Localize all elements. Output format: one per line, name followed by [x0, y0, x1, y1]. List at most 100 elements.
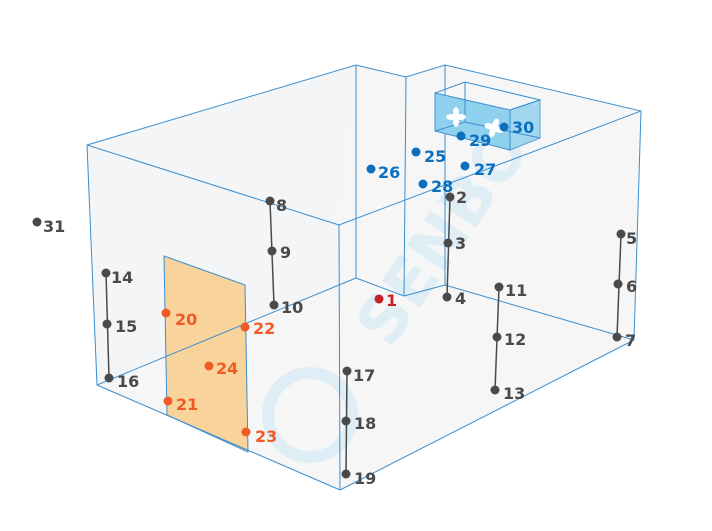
point-label: 23 — [255, 427, 277, 446]
point-marker — [443, 238, 453, 248]
point-marker — [418, 179, 428, 189]
sensor-point-26: 26 — [366, 163, 400, 182]
point-marker — [366, 164, 376, 174]
point-label: 4 — [455, 289, 466, 308]
watermark-emblem — [262, 367, 358, 463]
point-label: 5 — [626, 229, 637, 248]
point-label: 15 — [115, 317, 137, 336]
sensor-point-22: 22 — [240, 319, 275, 338]
point-marker — [613, 279, 623, 289]
point-label: 20 — [175, 310, 197, 329]
point-label: 1 — [386, 291, 397, 310]
door — [163, 255, 249, 453]
sensor-point-7: 7 — [612, 331, 636, 350]
sensor-points: 1 2 3 4 5 6 7 8 9 10 11 12 13 14 15 16 1… — [32, 118, 637, 488]
point-marker — [163, 396, 173, 406]
ac-unit — [434, 81, 542, 151]
sensor-point-9: 9 — [267, 243, 291, 262]
back-wall — [87, 65, 356, 385]
sensor-point-23: 23 — [241, 427, 277, 446]
sensor-point-1: 1 — [374, 291, 397, 310]
point-label: 31 — [43, 217, 65, 236]
right-wall — [339, 65, 641, 490]
sensor-point-3: 3 — [443, 234, 466, 253]
point-marker — [456, 131, 466, 141]
sensor-point-8: 8 — [265, 196, 287, 215]
sensor-point-25: 25 — [411, 147, 446, 166]
point-marker — [499, 122, 509, 132]
point-label: 27 — [474, 160, 496, 179]
point-label: 28 — [431, 177, 453, 196]
point-marker — [341, 416, 351, 426]
sensor-point-28: 28 — [418, 177, 453, 196]
sensor-point-14: 14 — [101, 268, 133, 287]
point-marker — [265, 196, 275, 206]
sensor-point-12: 12 — [492, 330, 526, 349]
point-label: 25 — [424, 147, 446, 166]
point-marker — [445, 192, 455, 202]
room-edges — [86, 64, 642, 491]
point-label: 21 — [176, 395, 198, 414]
sensor-point-10: 10 — [269, 298, 303, 317]
point-label: 7 — [625, 331, 636, 350]
point-marker — [104, 373, 114, 383]
point-marker — [341, 469, 351, 479]
point-marker — [616, 229, 626, 239]
sensor-point-13: 13 — [490, 384, 525, 403]
point-marker — [612, 332, 622, 342]
point-label: 14 — [111, 268, 133, 287]
point-label: 22 — [253, 319, 275, 338]
point-marker — [241, 427, 251, 437]
point-label: 30 — [512, 118, 534, 137]
point-marker — [492, 332, 502, 342]
point-marker — [490, 385, 500, 395]
point-marker — [411, 147, 421, 157]
point-marker — [374, 294, 384, 304]
point-label: 29 — [469, 131, 491, 150]
sensor-point-5: 5 — [616, 229, 637, 248]
point-label: 9 — [280, 243, 291, 262]
point-marker — [102, 319, 112, 329]
sensor-point-31: 31 — [32, 217, 65, 236]
point-label: 3 — [455, 234, 466, 253]
point-marker — [460, 161, 470, 171]
sensor-point-4: 4 — [442, 289, 466, 308]
sensor-point-19: 19 — [341, 469, 376, 488]
sensor-point-24: 24 — [204, 359, 238, 378]
point-marker — [161, 308, 171, 318]
point-marker — [267, 246, 277, 256]
point-marker — [269, 300, 279, 310]
point-marker — [342, 366, 352, 376]
sensor-point-16: 16 — [104, 372, 139, 391]
point-label: 2 — [456, 188, 467, 207]
point-marker — [442, 292, 452, 302]
sensor-point-20: 20 — [161, 308, 197, 329]
sensor-point-27: 27 — [460, 160, 496, 179]
point-label: 19 — [354, 469, 376, 488]
point-label: 18 — [354, 414, 376, 433]
sensor-point-2: 2 — [445, 188, 467, 207]
sensor-point-30: 30 — [499, 118, 534, 137]
point-label: 24 — [216, 359, 238, 378]
sensor-point-17: 17 — [342, 366, 375, 385]
sensor-point-18: 18 — [341, 414, 376, 433]
point-marker — [204, 361, 214, 371]
sensor-point-21: 21 — [163, 395, 198, 414]
point-label: 11 — [505, 281, 527, 300]
sensor-point-11: 11 — [494, 281, 527, 300]
sensor-point-6: 6 — [613, 277, 637, 296]
fan-icon — [446, 107, 466, 127]
point-label: 12 — [504, 330, 526, 349]
point-marker — [101, 268, 111, 278]
point-label: 8 — [276, 196, 287, 215]
point-label: 13 — [503, 384, 525, 403]
point-marker — [240, 322, 250, 332]
point-marker — [32, 217, 42, 227]
point-label: 26 — [378, 163, 400, 182]
point-label: 16 — [117, 372, 139, 391]
point-marker — [494, 282, 504, 292]
point-label: 6 — [626, 277, 637, 296]
sensor-point-15: 15 — [102, 317, 137, 336]
